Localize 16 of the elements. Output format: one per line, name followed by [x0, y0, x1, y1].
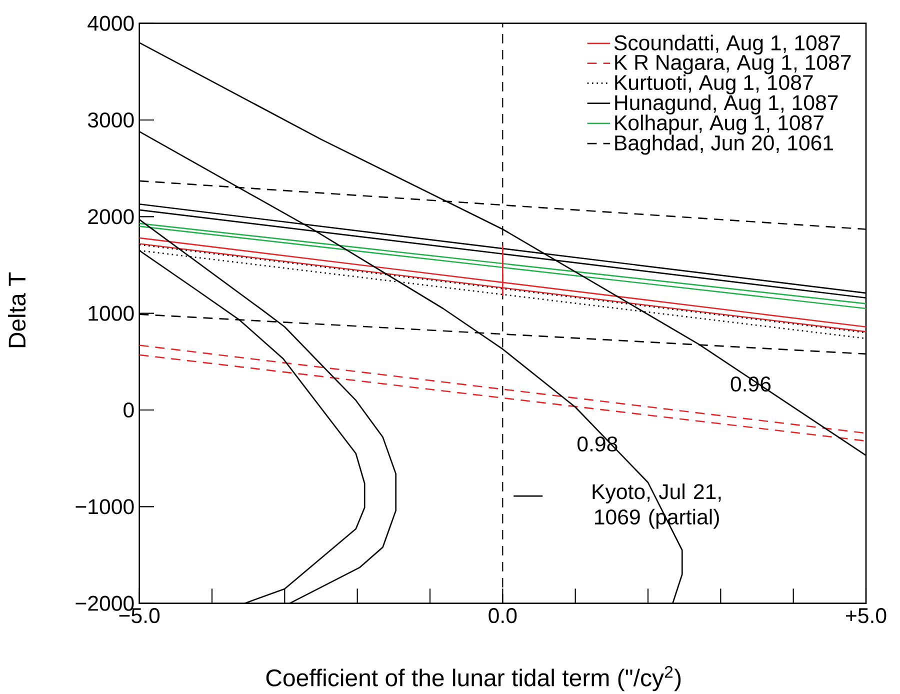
y-axis-title: Delta T — [8, 272, 26, 348]
legend-label: K R Nagara, Aug 1, 1087 — [615, 54, 851, 74]
x-tick-label: 0.0 — [488, 608, 517, 624]
legend-label: Scoundatti, Aug 1, 1087 — [614, 34, 840, 55]
y-tick-label: 3000 — [88, 112, 134, 128]
y-tick-label: 1000 — [88, 306, 134, 321]
legend-label: Baghdad, Jun 20, 1061 — [615, 134, 833, 155]
legend-label: Hunagund, Aug 1, 1087 — [615, 94, 838, 114]
y-tick-label: −1000 — [76, 499, 134, 514]
legend-label: Kolhapur, Aug 1, 1087 — [615, 114, 824, 135]
y-tick-label: 4000 — [88, 16, 134, 31]
x-tick-label: +5.0 — [846, 608, 886, 624]
legend-label: Kurtuoti, Aug 1, 1087 — [615, 74, 813, 94]
y-tick-label: 0 — [124, 402, 134, 418]
y-tick-label: 2000 — [88, 209, 134, 224]
x-axis-title: Coefficient of the lunar tidal term ("/cy$^{2}$) — [266, 666, 681, 692]
